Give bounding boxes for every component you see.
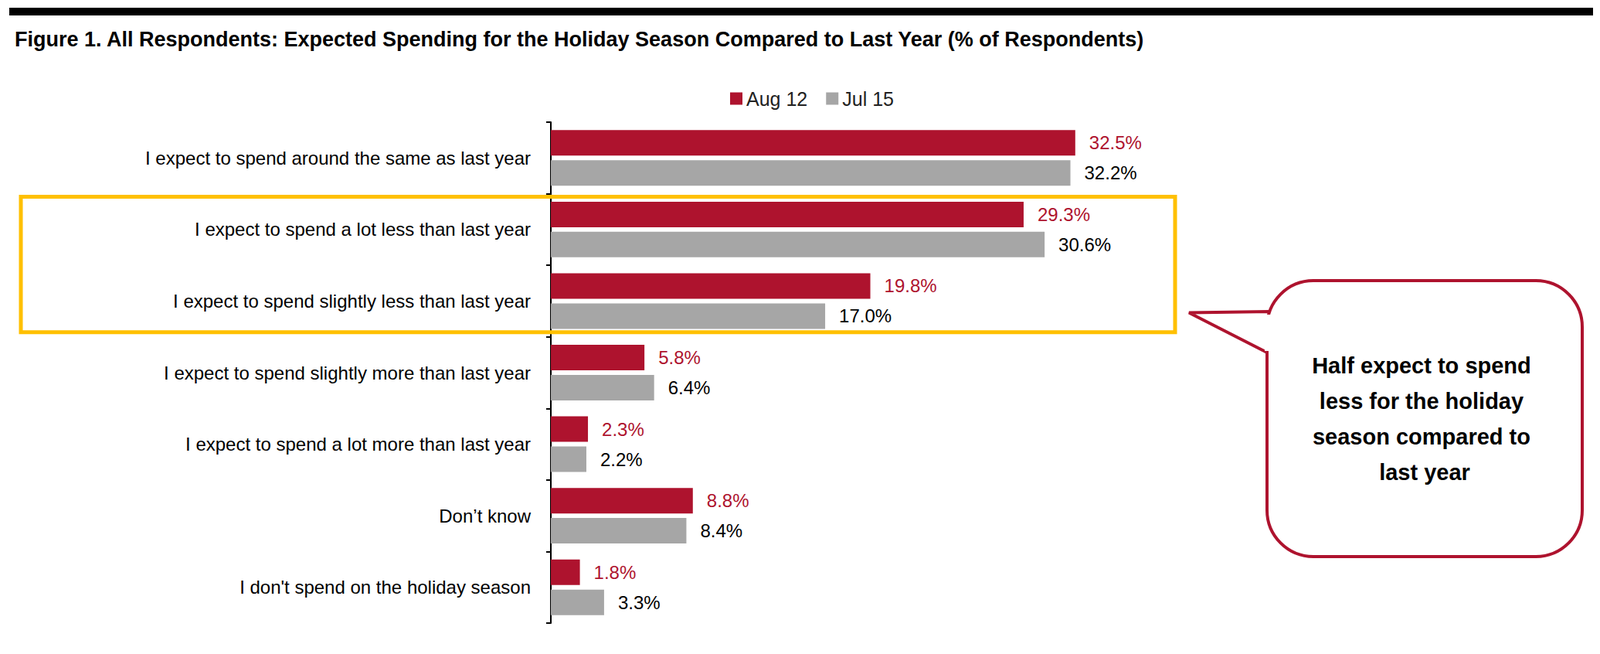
svg-text:I don't spend on the holiday s: I don't spend on the holiday season bbox=[239, 576, 531, 598]
svg-text:19.8%: 19.8% bbox=[884, 275, 938, 296]
svg-text:I expect to spend a lot less t: I expect to spend a lot less than last y… bbox=[194, 218, 531, 240]
svg-text:1.8%: 1.8% bbox=[594, 561, 637, 583]
svg-text:Don’t know: Don’t know bbox=[438, 505, 531, 527]
svg-text:32.5%: 32.5% bbox=[1089, 132, 1142, 153]
svg-text:29.3%: 29.3% bbox=[1037, 203, 1091, 225]
svg-text:Aug 12: Aug 12 bbox=[746, 88, 808, 110]
svg-text:Figure 1. All Respondents: Exp: Figure 1. All Respondents: Expected Spen… bbox=[14, 27, 1144, 51]
svg-text:3.3%: 3.3% bbox=[618, 591, 661, 613]
svg-text:2.3%: 2.3% bbox=[601, 418, 645, 440]
svg-text:I expect to spend slightly les: I expect to spend slightly less than las… bbox=[173, 290, 531, 312]
svg-text:less for the holiday: less for the holiday bbox=[1319, 388, 1530, 414]
svg-text:6.4%: 6.4% bbox=[668, 377, 711, 398]
svg-text:I expect to spend slightly mor: I expect to spend slightly more than las… bbox=[163, 362, 531, 384]
svg-text:17.0%: 17.0% bbox=[839, 305, 892, 327]
svg-text:Half expect to spend: Half expect to spend bbox=[1311, 353, 1538, 378]
svg-text:Jul 15: Jul 15 bbox=[842, 88, 894, 110]
svg-text:2.2%: 2.2% bbox=[600, 448, 643, 470]
svg-text:I expect to spend a lot more t: I expect to spend a lot more than last y… bbox=[185, 433, 531, 455]
svg-text:32.2%: 32.2% bbox=[1084, 162, 1138, 184]
svg-text:last year: last year bbox=[1379, 459, 1471, 485]
svg-text:5.8%: 5.8% bbox=[658, 346, 701, 368]
svg-text:30.6%: 30.6% bbox=[1058, 234, 1111, 255]
svg-text:season compared to: season compared to bbox=[1312, 424, 1537, 449]
svg-text:8.4%: 8.4% bbox=[699, 519, 743, 541]
svg-text:I expect to spend around the s: I expect to spend around the same as las… bbox=[145, 147, 531, 169]
svg-text:8.8%: 8.8% bbox=[706, 489, 750, 511]
